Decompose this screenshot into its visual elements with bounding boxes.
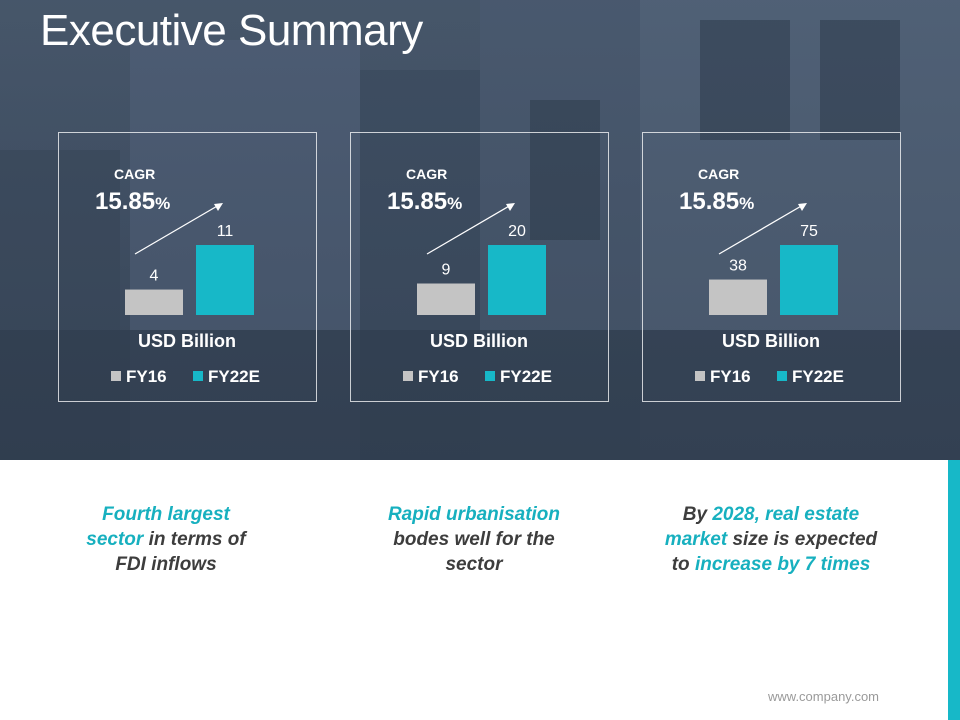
hero-background	[0, 0, 960, 460]
cagr-label: CAGR	[698, 166, 739, 182]
caption-text: Rapid urbanisation	[387, 504, 561, 525]
data-label: 9	[442, 262, 451, 279]
caption-text: 2028, real estate	[712, 504, 860, 525]
cagr-value: 15.85%	[679, 188, 754, 215]
legend-label: FY16	[418, 367, 459, 386]
caption-2: Rapid urbanisation bodes well for the sect…	[359, 502, 589, 577]
caption-text: size is expected	[727, 529, 878, 550]
growth-arrow-head	[214, 203, 223, 211]
cagr-value: 15.85%	[95, 188, 170, 215]
legend-label: FY16	[126, 367, 167, 386]
legend-label: FY16	[710, 367, 751, 386]
accent-bar	[948, 460, 960, 720]
data-label: 75	[800, 223, 818, 240]
legend-swatch	[111, 371, 121, 381]
chart-card-3: CAGR 15.85% 38 75 USD Billion FY16 FY22E	[642, 132, 901, 402]
caption-text: By	[682, 504, 713, 525]
bar-fy16	[125, 289, 183, 315]
growth-arrow-head	[506, 203, 515, 211]
axis-label: USD Billion	[722, 331, 820, 351]
bar-fy22e	[780, 245, 838, 315]
data-label: 11	[217, 223, 234, 240]
building-window	[700, 20, 790, 140]
caption-text: to	[671, 554, 695, 575]
cagr-unit: %	[739, 194, 754, 213]
caption-text: FDI inflows	[115, 554, 217, 575]
footer-url: www.company.com	[768, 689, 880, 704]
caption-text: in terms of	[143, 529, 246, 550]
caption-1: Fourth largest sector in terms of FDI infl…	[51, 502, 281, 577]
caption-3: By 2028, real estate market size is expec…	[656, 502, 886, 577]
cagr-unit: %	[155, 194, 170, 213]
cagr-unit: %	[447, 194, 462, 213]
cagr-value: 15.85%	[387, 188, 462, 215]
legend-label: FY22E	[792, 367, 844, 386]
data-label: 4	[150, 268, 159, 285]
caption-text: increase by 7 times	[694, 554, 871, 575]
legend-label: FY22E	[500, 367, 552, 386]
data-label: 38	[729, 258, 747, 275]
growth-arrow-line	[426, 204, 512, 255]
bar-fy22e	[488, 245, 546, 315]
chart-1: CAGR 15.85% 4 11 USD Billion FY16 FY22E	[95, 166, 260, 386]
growth-arrow-head	[798, 203, 807, 211]
hero-tint-overlay	[0, 0, 960, 460]
caption-text: sector	[445, 554, 503, 575]
chart-3: CAGR 15.85% 38 75 USD Billion FY16 FY22E	[679, 166, 844, 386]
legend-label: FY22E	[208, 367, 260, 386]
cagr-label: CAGR	[406, 166, 447, 182]
caption-text: bodes well for the	[393, 529, 555, 550]
bar-fy22e	[196, 245, 254, 315]
chart-card-2: CAGR 15.85% 9 20 USD Billion FY16 FY22E	[350, 132, 609, 402]
caption-text: Fourth largest	[102, 504, 230, 525]
axis-label: USD Billion	[138, 331, 236, 351]
legend-swatch	[485, 371, 495, 381]
legend-swatch	[403, 371, 413, 381]
axis-label: USD Billion	[430, 331, 528, 351]
caption-text: sector	[86, 529, 144, 550]
growth-arrow-line	[134, 204, 220, 255]
bar-fy16	[709, 279, 767, 315]
growth-arrow-line	[718, 204, 804, 255]
cagr-label: CAGR	[114, 166, 155, 182]
page-title: Executive Summary	[40, 6, 423, 55]
ground-shadow	[0, 330, 960, 460]
building-window	[530, 100, 600, 240]
building-window	[820, 20, 900, 140]
legend-swatch	[695, 371, 705, 381]
legend-swatch	[777, 371, 787, 381]
chart-card-1: CAGR 15.85% 4 11 USD Billion FY16 FY22E	[58, 132, 317, 402]
chart-2: CAGR 15.85% 9 20 USD Billion FY16 FY22E	[387, 166, 552, 386]
legend-swatch	[193, 371, 203, 381]
bar-fy16	[417, 283, 475, 315]
caption-text: market	[664, 529, 728, 550]
data-label: 20	[508, 223, 526, 240]
